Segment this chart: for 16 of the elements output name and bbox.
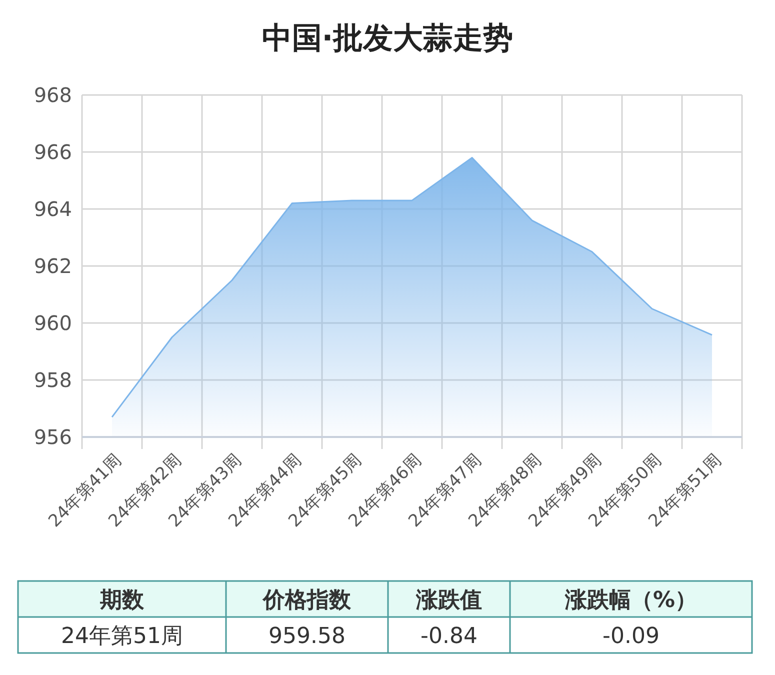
text: -0.09 — [602, 624, 660, 649]
y-tick-label: 966 — [34, 140, 72, 164]
text: 涨跌值 — [415, 588, 482, 613]
text: 24年第51周 — [61, 624, 183, 649]
y-tick-label: 962 — [34, 254, 72, 278]
y-tick-label: 956 — [34, 425, 72, 449]
text: 959.58 — [268, 624, 346, 649]
text: -0.84 — [420, 624, 478, 649]
y-tick-label: 960 — [34, 311, 72, 335]
text: 涨跌幅（%） — [564, 588, 698, 613]
y-tick-label: 964 — [34, 197, 72, 221]
text: 价格指数 — [262, 588, 352, 613]
y-tick-label: 968 — [34, 83, 72, 107]
y-tick-label: 958 — [34, 368, 72, 392]
chart-title: 中国·批发大蒜走势 — [262, 21, 514, 56]
text: 期数 — [99, 588, 145, 613]
